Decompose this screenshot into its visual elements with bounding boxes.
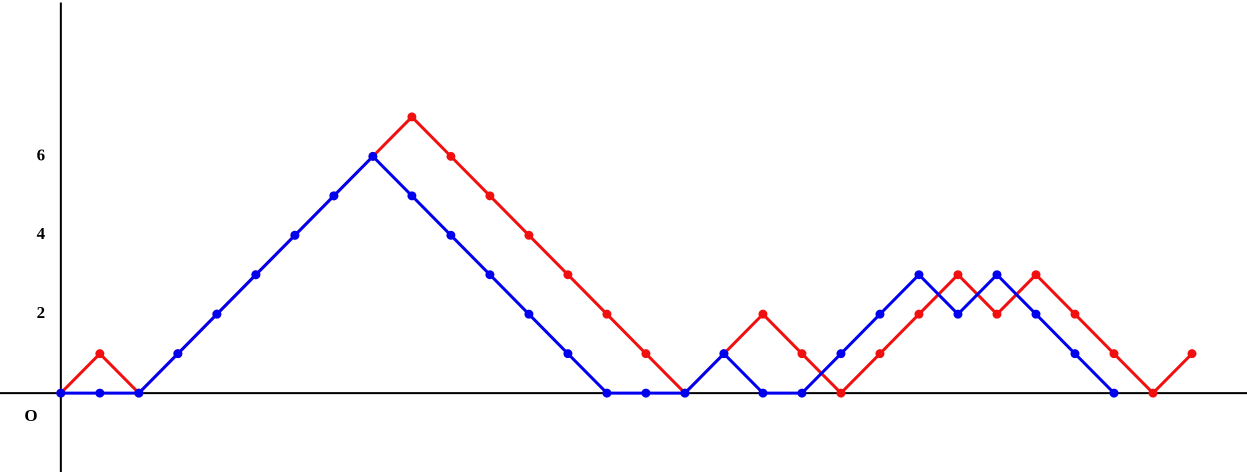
point — [485, 270, 495, 280]
point — [914, 270, 924, 280]
point — [836, 349, 846, 359]
point — [1070, 309, 1080, 319]
point — [524, 230, 534, 240]
point — [446, 151, 456, 161]
point — [1148, 388, 1158, 398]
point — [836, 388, 846, 398]
point — [797, 388, 807, 398]
point — [368, 151, 378, 161]
point — [56, 388, 66, 398]
point — [992, 270, 1002, 280]
point — [992, 309, 1002, 319]
point — [1109, 349, 1119, 359]
point — [407, 112, 417, 122]
series-line — [59, 115, 1194, 395]
point — [212, 309, 222, 319]
y-tick-label: 4 — [37, 224, 46, 243]
point — [1187, 349, 1197, 359]
point — [95, 349, 105, 359]
point — [1070, 349, 1080, 359]
point — [134, 388, 144, 398]
point — [524, 309, 534, 319]
point — [914, 309, 924, 319]
point — [641, 388, 651, 398]
point — [329, 191, 339, 201]
point — [719, 349, 729, 359]
point — [758, 309, 768, 319]
point — [875, 349, 885, 359]
point — [875, 309, 885, 319]
point — [758, 388, 768, 398]
point — [602, 309, 612, 319]
point — [680, 388, 690, 398]
point — [95, 388, 105, 398]
point — [446, 230, 456, 240]
point — [602, 388, 612, 398]
point — [1109, 388, 1119, 398]
point — [290, 230, 300, 240]
origin-label: O — [24, 406, 37, 425]
point — [1031, 309, 1041, 319]
y-tick-label: 2 — [37, 303, 46, 322]
point — [1031, 270, 1041, 280]
point — [641, 349, 651, 359]
point — [953, 309, 963, 319]
point — [563, 270, 573, 280]
point — [953, 270, 963, 280]
point — [485, 191, 495, 201]
point — [407, 191, 417, 201]
y-tick-label: 6 — [37, 145, 46, 164]
point — [251, 270, 261, 280]
point — [173, 349, 183, 359]
point — [797, 349, 807, 359]
series-line — [60, 154, 1116, 395]
point — [563, 349, 573, 359]
